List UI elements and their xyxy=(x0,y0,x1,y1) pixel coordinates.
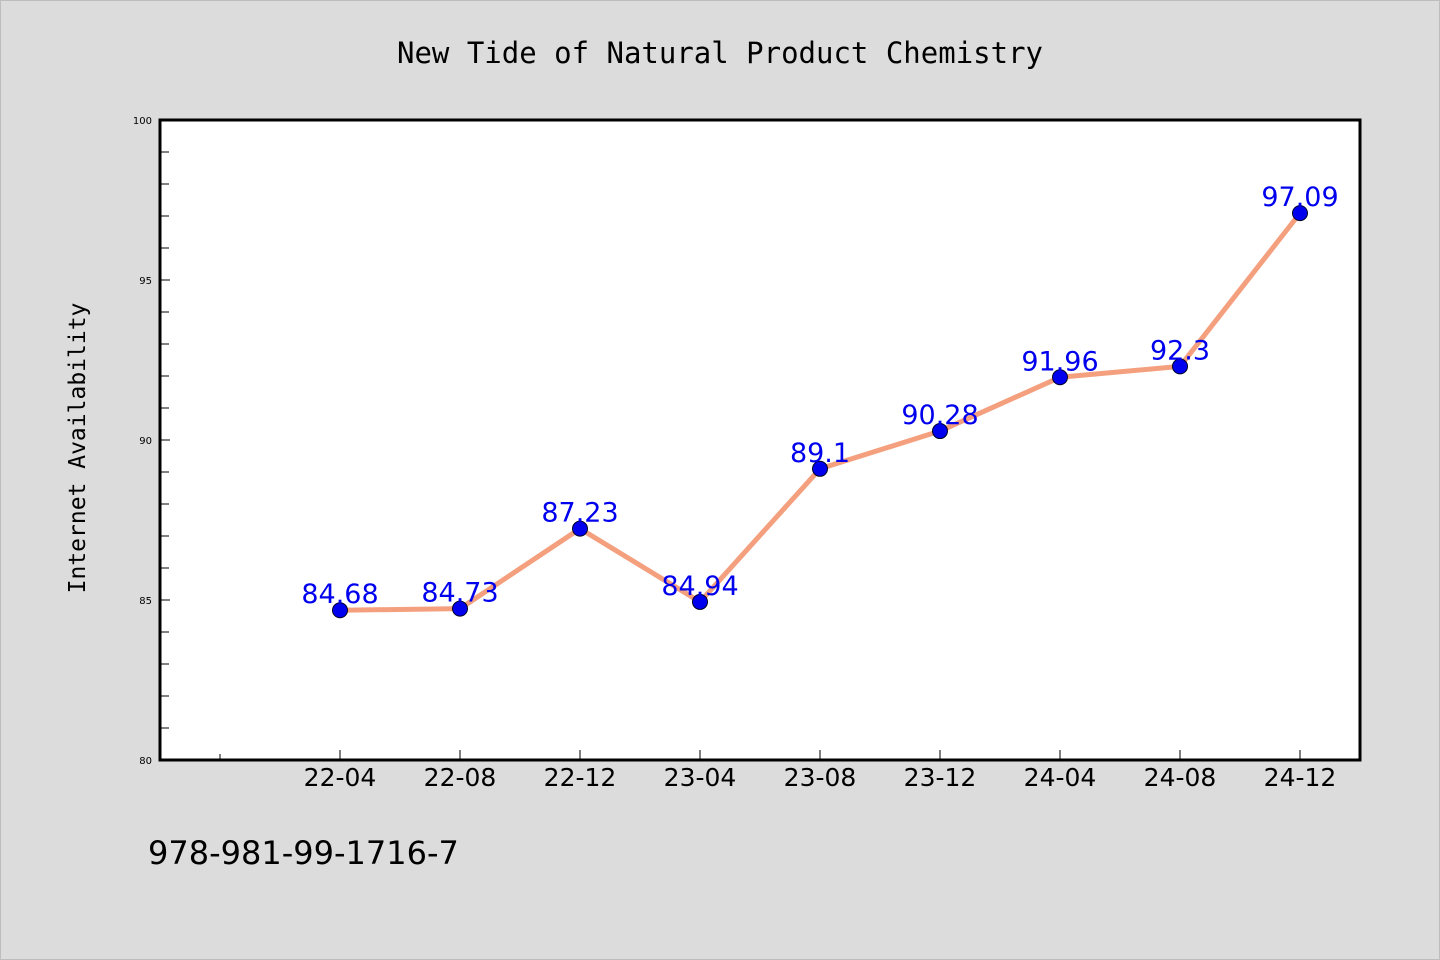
data-point xyxy=(1292,205,1308,222)
isbn-text: 978-981-99-1716-7 xyxy=(148,834,459,872)
y-tick-label: 85 xyxy=(139,596,152,607)
x-tick-label: 22-04 xyxy=(304,763,377,792)
x-axis: 22-04 22-08 22-12 23-04 23-08 23-12 24-04 24-08… xyxy=(219,750,1337,792)
chart-title: New Tide of Natural Product Chemistry xyxy=(397,36,1043,70)
y-tick-label: 95 xyxy=(139,276,152,287)
data-point xyxy=(332,602,348,619)
x-tick-label: 24-12 xyxy=(1264,763,1337,792)
data-point xyxy=(572,520,588,537)
x-tick-label: 23-12 xyxy=(904,763,977,792)
x-tick-label: 23-04 xyxy=(664,763,737,792)
data-point xyxy=(692,593,708,610)
data-point xyxy=(812,460,828,477)
data-point xyxy=(932,423,948,440)
x-tick-label: 23-08 xyxy=(784,763,857,792)
data-label: 91.96 xyxy=(1021,346,1098,377)
data-label: 87.23 xyxy=(541,498,618,529)
y-axis-label: Internet Availability xyxy=(65,303,91,594)
x-tick-label: 24-04 xyxy=(1024,763,1097,792)
series-marker-layer xyxy=(332,205,1308,619)
y-axis: 80 85 90 95 100 xyxy=(133,116,170,767)
data-point xyxy=(1052,369,1068,386)
y-tick-label: 90 xyxy=(139,436,152,447)
x-tick-label: 24-08 xyxy=(1144,763,1217,792)
y-tick-label: 80 xyxy=(139,756,152,767)
data-label: 92.3 xyxy=(1150,335,1210,366)
data-label: 89.1 xyxy=(790,438,850,469)
plot-area xyxy=(158,118,1362,762)
data-point xyxy=(452,600,468,617)
data-label: 97.09 xyxy=(1261,182,1338,213)
data-label: 84.94 xyxy=(661,571,738,602)
data-point xyxy=(1172,358,1188,375)
x-tick-label: 22-08 xyxy=(424,763,497,792)
y-tick-label: 100 xyxy=(133,116,152,127)
data-label: 90.28 xyxy=(901,400,978,431)
data-label: 84.68 xyxy=(301,579,378,610)
x-tick-label: 22-12 xyxy=(544,763,617,792)
data-label: 84.73 xyxy=(421,578,498,609)
data-label-layer: 84.68 84.73 87.23 84.94 89.1 90.28 91.96 92.3 97… xyxy=(301,182,1338,610)
